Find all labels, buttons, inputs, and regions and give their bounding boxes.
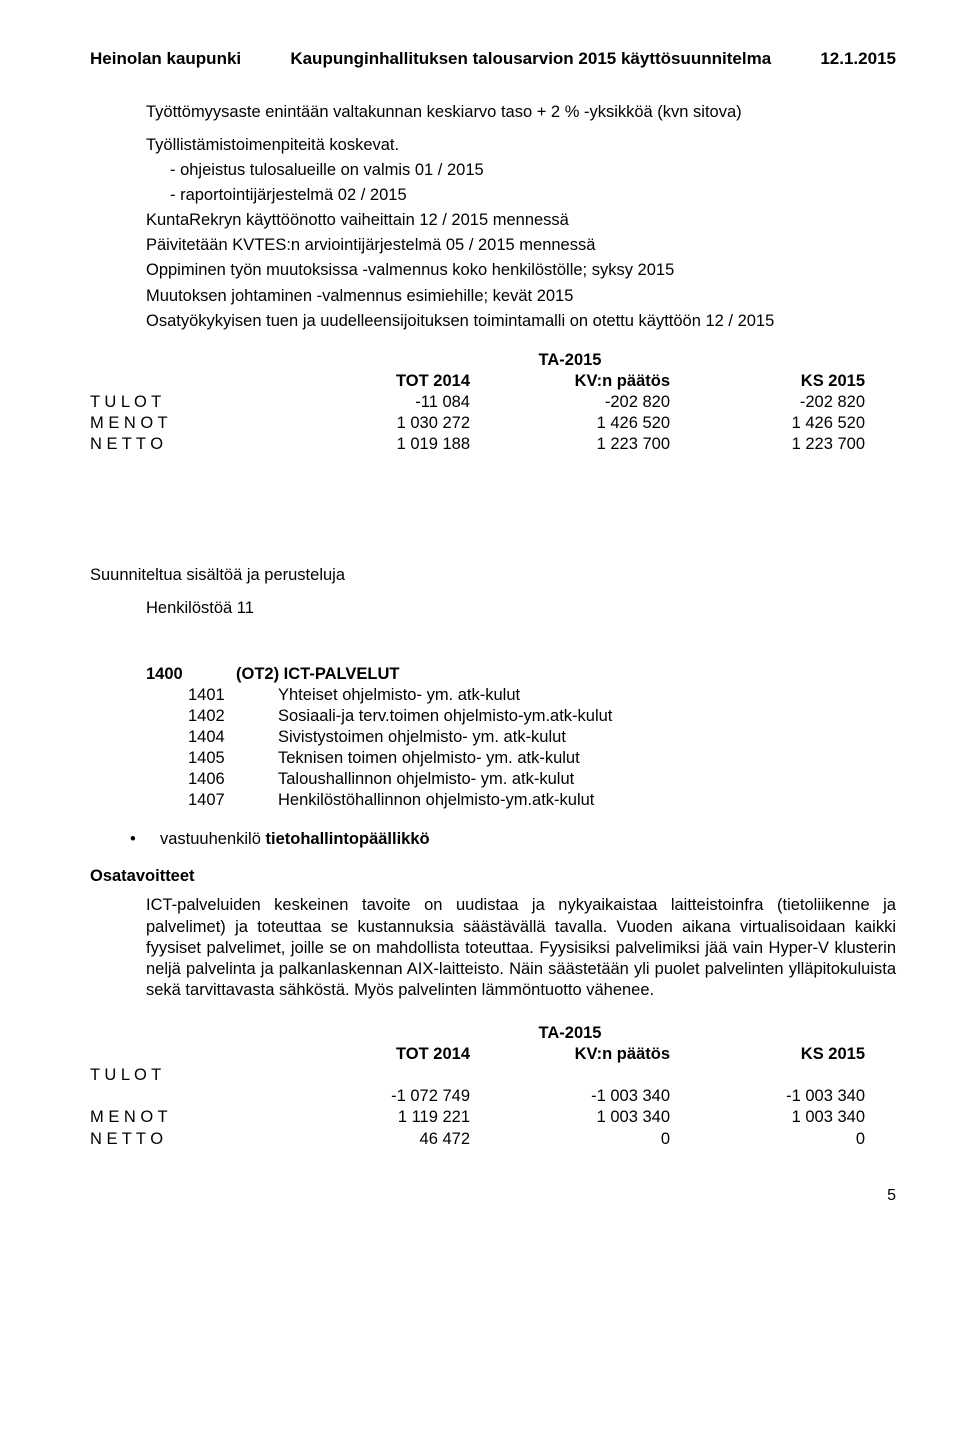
- cost-center-label: Taloushallinnon ohjelmisto- ym. atk-kulu…: [278, 769, 896, 790]
- table2-row-tulot-label: T U L O T: [90, 1065, 270, 1086]
- cost-center-row: 1404Sivistystoimen ohjelmisto- ym. atk-k…: [146, 727, 896, 748]
- header-right: 12.1.2015: [820, 48, 896, 70]
- page-header: Heinolan kaupunki Kaupunginhallituksen t…: [90, 48, 896, 70]
- budget-table-1: TA-2015 TOT 2014 KV:n päätös KS 2015 T U…: [90, 350, 896, 456]
- table2-tulot-c3: -1 003 340: [670, 1086, 865, 1107]
- table1-netto-c1: 1 019 188: [270, 434, 470, 455]
- measure-item: Päivitetään KVTES:n arviointijärjestelmä…: [146, 235, 896, 256]
- cost-center-code: 1407: [146, 790, 278, 811]
- responsible-text: vastuuhenkilö tietohallintopäällikkö: [160, 829, 430, 850]
- cost-center-code: 1405: [146, 748, 278, 769]
- measure-item: KuntaRekryn käyttöönotto vaiheittain 12 …: [146, 210, 896, 231]
- table1-netto-c2: 1 223 700: [470, 434, 670, 455]
- bullet-icon: •: [130, 829, 160, 850]
- planned-content-heading: Suunniteltua sisältöä ja perusteluja: [90, 565, 896, 586]
- table2-tulot-c1: -1 072 749: [270, 1086, 470, 1107]
- table1-row-menot-label: M E N O T: [90, 413, 270, 434]
- table1-menot-c1: 1 030 272: [270, 413, 470, 434]
- cost-center-row: 1401Yhteiset ohjelmisto- ym. atk-kulut: [146, 685, 896, 706]
- table2-tulot-c2: -1 003 340: [470, 1086, 670, 1107]
- cost-center-code: 1402: [146, 706, 278, 727]
- table1-tulot-c2: -202 820: [470, 392, 670, 413]
- table2-row-menot-label: M E N O T: [90, 1107, 270, 1128]
- cost-center-code: 1404: [146, 727, 278, 748]
- cost-center-code: 1406: [146, 769, 278, 790]
- table1-h-tot: TOT 2014: [270, 371, 470, 392]
- table1-netto-c3: 1 223 700: [670, 434, 865, 455]
- table2-menot-c2: 1 003 340: [470, 1107, 670, 1128]
- cost-center-code: 1401: [146, 685, 278, 706]
- ict-body: ICT-palveluiden keskeinen tavoite on uud…: [146, 895, 896, 1001]
- cost-centers: 1400 (OT2) ICT-PALVELUT 1401Yhteiset ohj…: [146, 664, 896, 812]
- table1-row-netto-label: N E T T O: [90, 434, 270, 455]
- table2-netto-c1: 46 472: [270, 1129, 470, 1150]
- cost-center-row: 1402Sosiaali-ja terv.toimen ohjelmisto-y…: [146, 706, 896, 727]
- table2-h-kv: KV:n päätös: [470, 1044, 670, 1065]
- staff-count: Henkilöstöä 11: [146, 598, 896, 619]
- table1-tulot-c1: -11 084: [270, 392, 470, 413]
- table1-row-tulot-label: T U L O T: [90, 392, 270, 413]
- header-left: Heinolan kaupunki: [90, 48, 241, 70]
- intro-line-1: Työttömyysaste enintään valtakunnan kesk…: [146, 102, 896, 123]
- table1-h-ks: KS 2015: [670, 371, 865, 392]
- measure-item: - raportointijärjestelmä 02 / 2015: [146, 185, 896, 206]
- measure-item: Muutoksen johtaminen -valmennus esimiehi…: [146, 286, 896, 307]
- measure-item: Oppiminen työn muutoksissa -valmennus ko…: [146, 260, 896, 281]
- table1-h-kv: KV:n päätös: [470, 371, 670, 392]
- table2-menot-c1: 1 119 221: [270, 1107, 470, 1128]
- header-mid: Kaupunginhallituksen talousarvion 2015 k…: [290, 48, 771, 70]
- osatavoitteet-heading: Osatavoitteet: [90, 866, 896, 887]
- table2-h-tot: TOT 2014: [270, 1044, 470, 1065]
- table1-menot-c2: 1 426 520: [470, 413, 670, 434]
- cost-center-label: Sosiaali-ja terv.toimen ohjelmisto-ym.at…: [278, 706, 896, 727]
- table2-netto-c3: 0: [670, 1129, 865, 1150]
- table1-header-center: TA-2015: [470, 350, 670, 371]
- cost-center-row: 1407Henkilöstöhallinnon ohjelmisto-ym.at…: [146, 790, 896, 811]
- cost-center-row: 1406Taloushallinnon ohjelmisto- ym. atk-…: [146, 769, 896, 790]
- table2-h-ks: KS 2015: [670, 1044, 865, 1065]
- responsible-pre: vastuuhenkilö: [160, 830, 266, 848]
- cost-center-topcode: 1400: [146, 664, 236, 685]
- cost-center-toplabel: (OT2) ICT-PALVELUT: [236, 664, 896, 685]
- intro-block: Työttömyysaste enintään valtakunnan kesk…: [146, 102, 896, 156]
- cost-center-label: Henkilöstöhallinnon ohjelmisto-ym.atk-ku…: [278, 790, 896, 811]
- intro-line-2: Työllistämistoimenpiteitä koskevat.: [146, 135, 896, 156]
- budget-table-2: TA-2015 TOT 2014 KV:n päätös KS 2015 T U…: [90, 1023, 896, 1150]
- measure-item: Osatyökykyisen tuen ja uudelleensijoituk…: [146, 311, 896, 332]
- cost-center-label: Sivistystoimen ohjelmisto- ym. atk-kulut: [278, 727, 896, 748]
- table2-row-netto-label: N E T T O: [90, 1129, 270, 1150]
- measures-list: - ohjeistus tulosalueille on valmis 01 /…: [146, 160, 896, 332]
- cost-center-label: Teknisen toimen ohjelmisto- ym. atk-kulu…: [278, 748, 896, 769]
- table2-netto-c2: 0: [470, 1129, 670, 1150]
- table2-menot-c3: 1 003 340: [670, 1107, 865, 1128]
- page-number: 5: [90, 1186, 896, 1206]
- responsible-bullet: • vastuuhenkilö tietohallintopäällikkö: [130, 829, 896, 850]
- table2-header-center: TA-2015: [470, 1023, 670, 1044]
- cost-center-label: Yhteiset ohjelmisto- ym. atk-kulut: [278, 685, 896, 706]
- cost-center-row: 1405Teknisen toimen ohjelmisto- ym. atk-…: [146, 748, 896, 769]
- measure-item: - ohjeistus tulosalueille on valmis 01 /…: [146, 160, 896, 181]
- table1-tulot-c3: -202 820: [670, 392, 865, 413]
- responsible-bold: tietohallintopäällikkö: [266, 830, 430, 848]
- table1-menot-c3: 1 426 520: [670, 413, 865, 434]
